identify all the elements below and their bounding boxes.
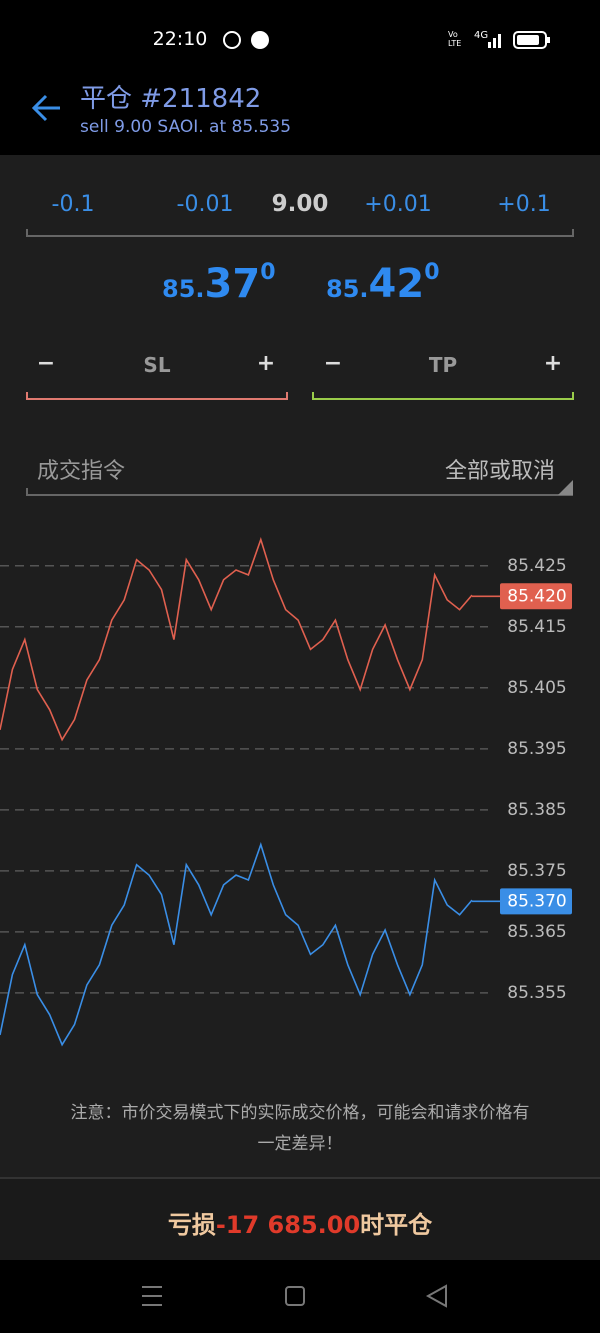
order-value[interactable]: 全部或取消 bbox=[444, 459, 555, 484]
order-label: 成交指令 bbox=[37, 459, 126, 484]
volume-step[interactable]: +0.1 bbox=[497, 192, 551, 217]
y-tick-label: 85.415 bbox=[507, 617, 566, 637]
action-text[interactable]: 亏损-17 685.00时平仓 bbox=[168, 1205, 432, 1240]
action-amount: -17 685.00 bbox=[215, 1211, 361, 1239]
status-vo: Vo bbox=[448, 30, 458, 39]
order-underline bbox=[26, 480, 573, 496]
y-tick-label: 85.385 bbox=[507, 800, 566, 820]
tp-minus[interactable]: − bbox=[323, 351, 343, 376]
quote-prefix: 85. bbox=[326, 275, 369, 303]
tp-plus[interactable]: + bbox=[543, 351, 563, 376]
sl-label[interactable]: SL bbox=[143, 353, 171, 377]
y-tick-label: 85.355 bbox=[507, 983, 566, 1003]
y-tick-label: 85.405 bbox=[507, 678, 566, 698]
current-price-label: 85.370 bbox=[507, 891, 566, 911]
status-icons bbox=[223, 31, 269, 49]
status-signal-battery bbox=[488, 31, 550, 49]
y-tick-label: 85.365 bbox=[507, 922, 566, 942]
header-title: 平仓 #211842 bbox=[80, 84, 262, 114]
quote-main: 42 bbox=[368, 261, 425, 307]
price-chart: 85.425 85.415 85.405 85.395 85.385 85.375 85.3… bbox=[0, 536, 572, 1047]
current-price-label: 85.420 bbox=[507, 586, 566, 606]
ask-quote[interactable]: 85.420 bbox=[326, 260, 440, 307]
quote-sup: 0 bbox=[260, 260, 276, 285]
note-line: 注意：市价交易模式下的实际成交价格，可能会和请求价格有 bbox=[70, 1103, 530, 1123]
volume-step[interactable]: -0.01 bbox=[176, 192, 234, 217]
note: 注意：市价交易模式下的实际成交价格，可能会和请求价格有 一定差异！ bbox=[30, 1098, 570, 1154]
volume-step[interactable]: -0.1 bbox=[51, 192, 95, 217]
price-line bbox=[0, 536, 473, 742]
back-arrow[interactable] bbox=[30, 92, 64, 124]
nav-buttons bbox=[142, 1284, 447, 1308]
status-lte: LTE bbox=[448, 39, 462, 48]
stops-underline bbox=[26, 392, 574, 400]
y-tick-label: 85.425 bbox=[507, 556, 566, 576]
quote-prefix: 85. bbox=[162, 275, 205, 303]
note-line: 一定差异！ bbox=[257, 1134, 343, 1154]
current-price-box bbox=[500, 888, 572, 915]
status-time: 22:10 bbox=[152, 28, 208, 50]
action-suffix: 时平仓 bbox=[360, 1211, 433, 1239]
quote-main: 37 bbox=[204, 261, 261, 307]
header-subtitle: sell 9.00 SAOI. at 85.535 bbox=[80, 117, 292, 137]
action-prefix: 亏损 bbox=[167, 1211, 216, 1239]
action-button[interactable] bbox=[0, 1177, 600, 1262]
status-4g: 4G bbox=[474, 30, 489, 41]
volume-step[interactable]: +0.01 bbox=[364, 192, 432, 217]
nav-bar bbox=[0, 1260, 600, 1333]
y-tick-label: 85.395 bbox=[507, 739, 566, 759]
price-line bbox=[0, 842, 473, 1047]
current-price-box bbox=[500, 583, 572, 610]
quote-sup: 0 bbox=[424, 260, 440, 285]
bid-quote[interactable]: 85.370 bbox=[162, 260, 276, 307]
sl-plus[interactable]: + bbox=[256, 351, 276, 376]
volume-value[interactable]: 9.00 bbox=[271, 191, 329, 217]
sl-minus[interactable]: − bbox=[36, 351, 56, 376]
volume-underline bbox=[26, 229, 574, 237]
tp-label[interactable]: TP bbox=[428, 353, 458, 377]
y-tick-label: 85.375 bbox=[507, 861, 566, 881]
top-bar bbox=[0, 0, 600, 155]
